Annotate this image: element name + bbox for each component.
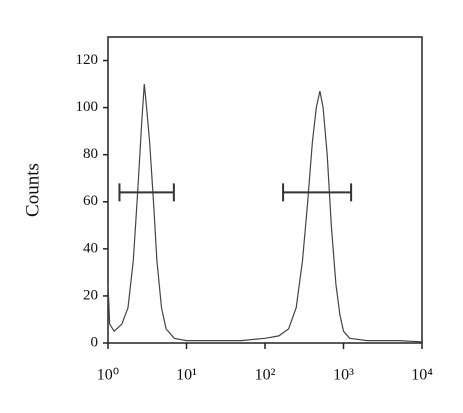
x-tick-label: 10³ (333, 367, 354, 384)
y-tick-label: 40 (83, 240, 98, 256)
y-tick-label: 20 (83, 287, 98, 303)
x-tick-label: 10¹ (176, 367, 197, 384)
y-tick-label: 120 (76, 52, 99, 68)
y-tick-label: 60 (83, 193, 98, 209)
plot-frame (107, 36, 423, 344)
x-tick-label: 10² (255, 367, 276, 384)
x-tick-label: 10⁰ (97, 367, 119, 384)
y-tick-label: 80 (83, 146, 98, 162)
y-tick-label: 100 (76, 99, 99, 115)
y-tick-label: 0 (91, 334, 99, 350)
gate (118, 183, 175, 202)
gate (282, 183, 353, 202)
histogram-line (107, 84, 423, 343)
x-tick-label: 10⁴ (411, 367, 433, 384)
y-axis-label: Counts (22, 163, 43, 217)
